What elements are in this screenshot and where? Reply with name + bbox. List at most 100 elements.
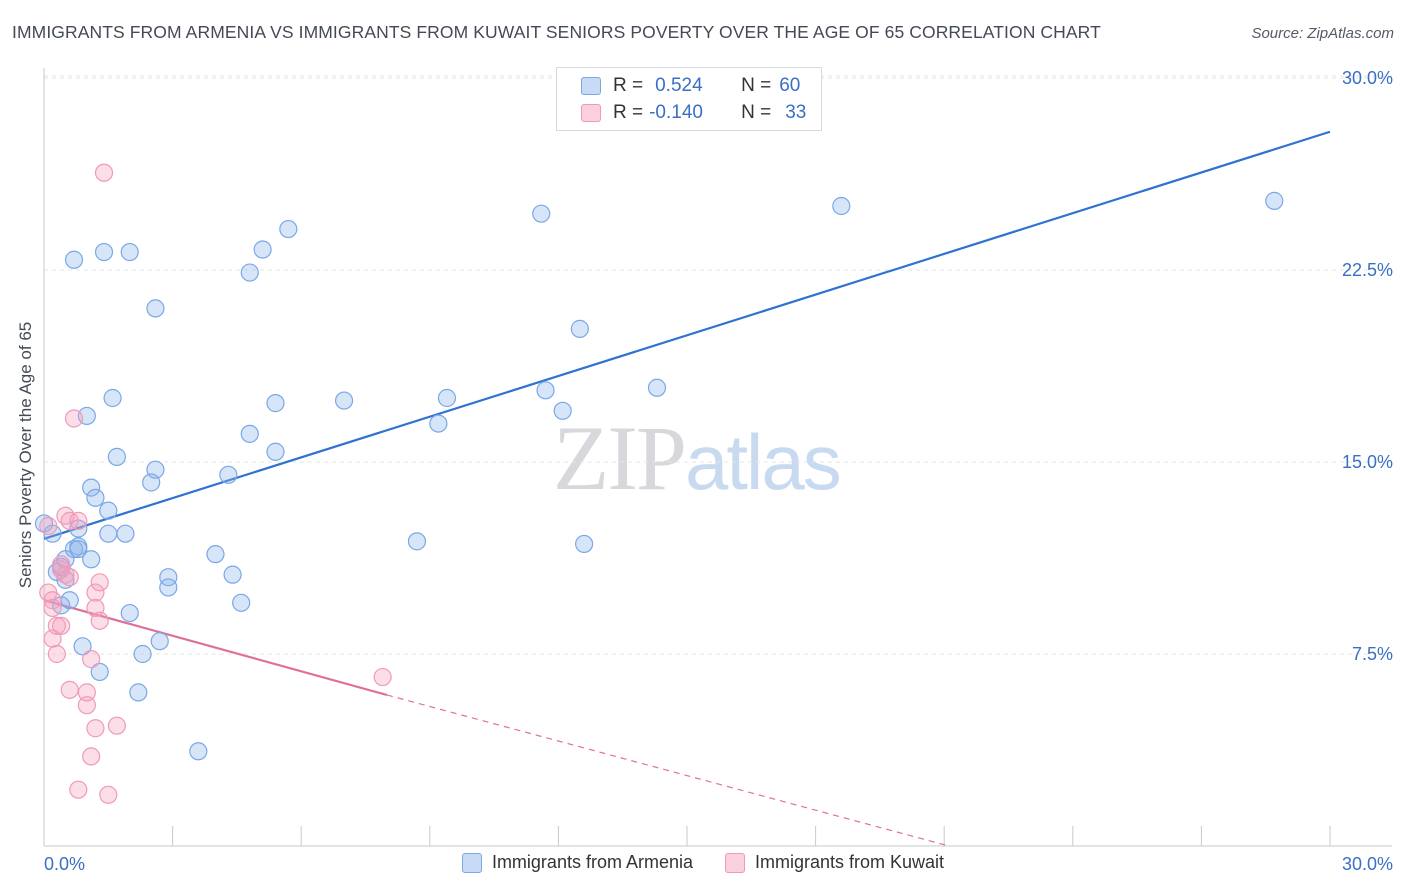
armenia-point [86,488,105,507]
armenia-point [146,299,165,318]
armenia-point [99,524,118,543]
kuwait-point [107,716,126,735]
legend-row-armenia: R = 0.524 N = 60 [557,72,800,100]
series-legend-armenia: Immigrants from Armenia [461,852,693,873]
armenia-point [103,388,122,408]
correlation-legend: R = 0.524 N = 60 R = -0.140 N = 33 [556,67,822,131]
armenia-point [116,524,135,543]
axes [43,68,1392,847]
armenia-point [159,568,178,587]
armenia-point [570,319,589,338]
armenia-point [266,394,285,413]
kuwait-point [86,719,105,738]
series-label-kuwait: Immigrants from Kuwait [755,852,945,872]
legend-swatch-kuwait [581,104,601,122]
kuwait-point [60,568,79,587]
armenia-point [133,644,152,664]
legend-swatch-armenia [581,77,601,95]
kuwait-point [52,616,71,635]
kuwait-point [90,611,109,630]
armenia-point [206,545,225,564]
legend-row-kuwait: R = -0.140 N = 33 [557,99,806,127]
series-swatch-kuwait [725,852,745,873]
kuwait-point [86,583,105,602]
kuwait-point [82,650,101,669]
kuwait-point [43,598,62,618]
trend-lines [43,130,1331,847]
armenia-point [150,632,169,651]
armenia-point [253,240,272,259]
legend-n-label: N = [741,102,772,123]
source-label: Source: ZipAtlas.com [1251,25,1394,42]
series-legend-kuwait: Immigrants from Kuwait [725,852,944,873]
tick-labels: 7.5% 15.0% 22.5% 30.0% 0.0% 30.0% [44,68,1393,874]
trend-line-dashed-1 [386,694,950,847]
legend-n-label: N = [741,75,772,96]
armenia-point [240,424,259,443]
armenia-point [1265,191,1284,210]
kuwait-point [52,555,71,574]
y-tick-label: 15.0% [1342,452,1393,472]
armenia-point [129,683,148,702]
armenia-point [240,263,259,282]
armenia-point [189,742,208,761]
armenia-point [575,534,594,554]
armenia-point [407,532,427,551]
kuwait-point [43,591,62,610]
trend-line-1 [43,599,388,697]
kuwait-point [77,683,96,702]
armenia-point [60,591,79,610]
armenia-point [266,442,285,461]
kuwait-point [69,511,88,530]
series-swatch-armenia [461,852,482,873]
kuwait-point [77,696,96,715]
kuwait-point [90,573,109,592]
armenia-point [232,593,251,612]
armenia-point [159,578,178,597]
armenia-point [279,219,298,239]
armenia-point [146,460,165,479]
armenia-point [82,478,101,497]
x-tick-label: 0.0% [44,854,85,874]
armenia-point [437,388,457,408]
legend-n-value: 33 [785,102,807,123]
armenia-point [82,550,101,569]
kuwait-point [64,409,84,428]
armenia-point [99,501,118,520]
armenia-point [69,539,88,559]
armenia-point [107,447,126,466]
armenia-point [223,565,242,584]
kuwait-point [99,785,118,804]
kuwait-point [373,667,392,687]
y-tick-label: 22.5% [1342,260,1393,280]
kuwait-point [82,747,101,766]
kuwait-point [47,616,66,635]
grid-lines [44,75,1392,655]
legend-r-label: R = [613,75,644,96]
legend-r-value: -0.140 [649,102,703,123]
kuwait-point [60,680,79,699]
armenia-point [64,250,84,269]
watermark-zip: ZIP [553,407,687,509]
legend-r-value: 0.524 [655,75,703,96]
armenia-point [94,242,114,262]
armenia-point [73,637,92,656]
trend-line-0 [43,130,1331,540]
y-tick-label: 7.5% [1352,644,1393,664]
y-tick-label: 30.0% [1342,68,1393,88]
armenia-point [334,391,354,410]
data-points [34,163,1284,804]
armenia-point [832,196,851,216]
kuwait-point [39,516,58,536]
series-label-armenia: Immigrants from Armenia [491,852,693,872]
armenia-point [219,465,238,484]
chart-title: IMMIGRANTS FROM ARMENIA VS IMMIGRANTS FR… [12,22,1101,42]
armenia-point [647,378,667,397]
x-tick-label: 30.0% [1342,854,1393,874]
kuwait-point [94,163,114,182]
kuwait-point [69,780,88,799]
armenia-point [120,603,139,623]
armenia-point [553,401,572,420]
armenia-point [532,204,551,223]
